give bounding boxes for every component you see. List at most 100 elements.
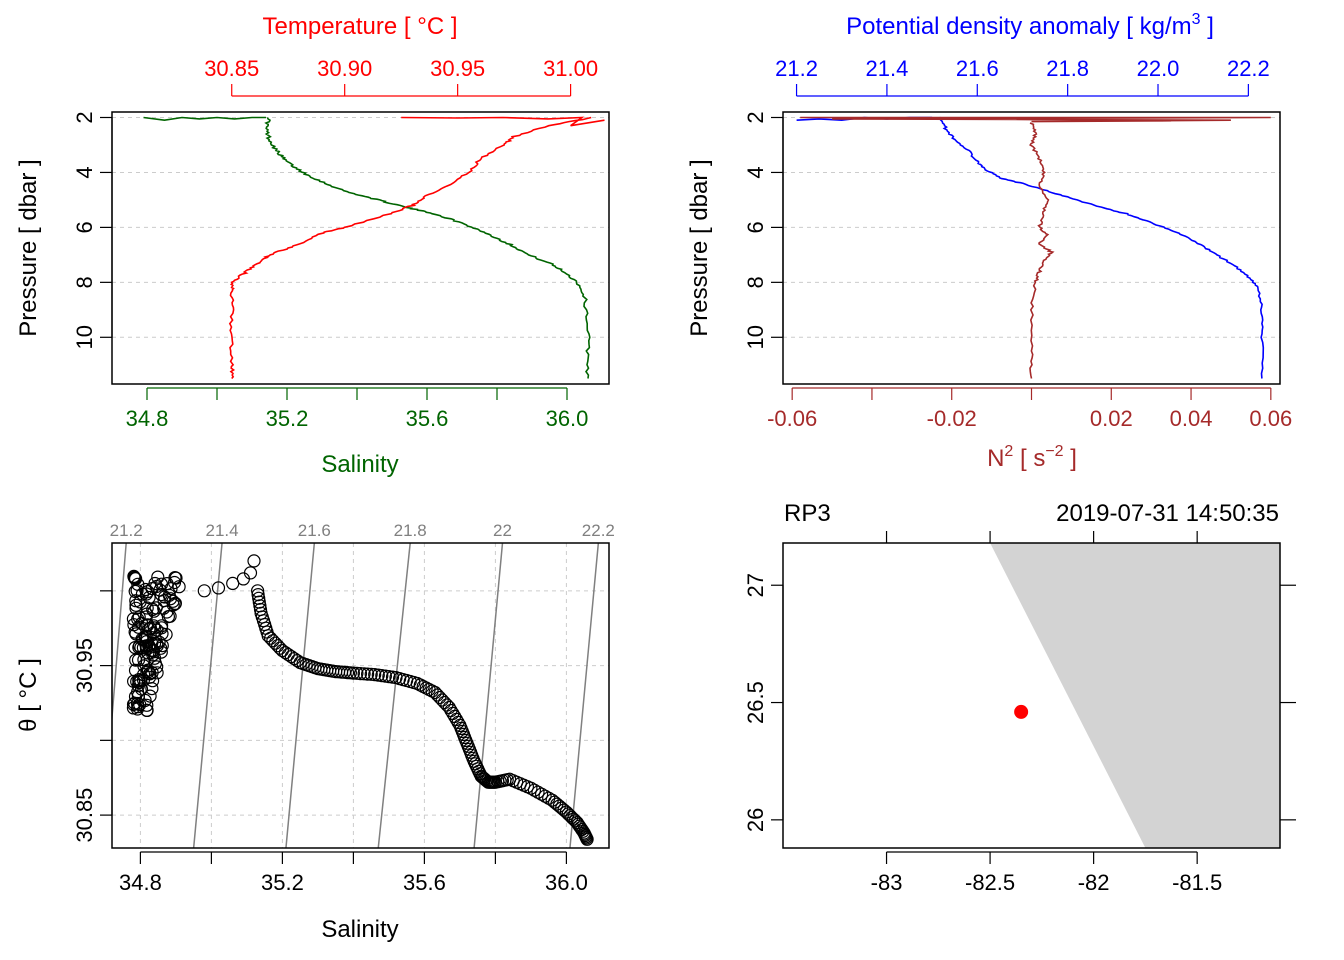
tick-label: -82 (1078, 870, 1110, 895)
panel-ts-profile: 30.85 30.90 30.95 31.00 34.8 35.2 35.6 36.0 2 4… (15, 13, 610, 478)
ts-point (561, 807, 575, 821)
ts-point (428, 685, 442, 700)
tick-label: 2 (743, 111, 768, 123)
profile-series (796, 116, 1271, 379)
density-axis: 21.2 21.4 21.6 21.8 22.0 22.2 (775, 56, 1270, 97)
ts-point (154, 587, 168, 602)
ts-point (268, 636, 282, 650)
ts-point (357, 667, 371, 681)
series-line (264, 117, 591, 379)
isopycnal-line (112, 543, 127, 727)
tick-label: 0.04 (1170, 406, 1213, 431)
ts-point (160, 605, 174, 619)
ts-point (129, 598, 143, 612)
isopycnal-line (569, 543, 600, 848)
ts-point (127, 674, 141, 688)
tick-label: 26 (743, 808, 768, 832)
ts-point (168, 596, 182, 611)
tick-label: 2 (72, 111, 97, 123)
ts-point (416, 679, 430, 694)
ts-point (247, 554, 261, 568)
ts-point (139, 610, 153, 624)
tick-label: 35.6 (406, 406, 449, 431)
tick-label: 30.85 (204, 56, 259, 81)
density-axis-title: Potential density anomaly [ kg/m3 ] (846, 11, 1214, 40)
ts-point (126, 612, 140, 626)
ts-point (261, 629, 275, 643)
grid (112, 543, 609, 848)
ts-point (524, 781, 538, 795)
theta-axis-title: θ [ °C ] (15, 658, 42, 732)
profile-series (143, 116, 605, 380)
tick-label: -0.02 (927, 406, 977, 431)
pressure-axis: 2 4 6 8 10 (743, 111, 784, 350)
pressure-axis-title: Pressure [ dbar ] (15, 159, 42, 336)
ts-point (150, 666, 164, 680)
tick-label: 22.0 (1137, 56, 1180, 81)
tick-label: 30.95 (72, 638, 97, 693)
ts-point (137, 653, 151, 667)
tick-label: -0.06 (767, 406, 817, 431)
ts-point (157, 601, 171, 615)
tick-label: 21.6 (956, 56, 999, 81)
ts-point (132, 610, 146, 624)
tick-label: 0.02 (1090, 406, 1133, 431)
ts-point (534, 787, 549, 801)
tick-label: -82.5 (965, 870, 1015, 895)
tick-label: 4 (72, 166, 97, 178)
ts-point (134, 682, 149, 696)
ts-point (151, 570, 165, 584)
station-name: RP3 (784, 500, 831, 527)
ts-point (139, 587, 154, 601)
series-line (939, 116, 1265, 379)
ts-point (135, 616, 149, 631)
ts-point (290, 653, 304, 668)
ts-point (163, 592, 178, 606)
ts-point (243, 566, 258, 580)
tick-label: 10 (72, 325, 97, 349)
series-line (800, 116, 1271, 123)
tick-label: 6 (72, 221, 97, 233)
ts-point (236, 572, 250, 586)
isopycnal-line (285, 543, 316, 848)
salinity-axis: 34.8 35.2 35.6 36.0 (119, 851, 588, 895)
tick-label: 35.6 (403, 870, 446, 895)
ts-point (158, 590, 172, 604)
isopycnal-line (192, 543, 223, 848)
tick-label: 35.2 (261, 870, 304, 895)
isopycnal-label: 21.4 (206, 521, 239, 540)
ts-point (211, 581, 226, 595)
series-line (228, 116, 592, 380)
ts-point (128, 571, 142, 586)
ts-point (353, 666, 368, 681)
panel-ts-diagram: 21.2 21.4 21.6 21.8 22 22.2 34.8 35.2 35.6 36.0 … (15, 521, 615, 943)
isopycnal-label: 21.6 (298, 521, 331, 540)
ts-point (364, 667, 378, 681)
tick-label: 35.2 (266, 406, 309, 431)
isopycnal-label: 22 (493, 521, 512, 540)
tick-label: 30.85 (72, 788, 97, 843)
ts-point (126, 697, 141, 712)
tick-label: -83 (871, 870, 903, 895)
ts-point (350, 666, 364, 680)
ts-point (128, 696, 142, 710)
series-line (143, 116, 266, 122)
grid (112, 116, 609, 338)
ts-point (128, 625, 142, 639)
temperature-axis-title: Temperature [ °C ] (263, 13, 458, 40)
tick-label: 22.2 (1227, 56, 1270, 81)
tick-label: 30.90 (317, 56, 372, 81)
tick-label: 34.8 (119, 870, 162, 895)
station-marker (1014, 704, 1029, 719)
ts-point (133, 697, 147, 712)
tick-label: 21.8 (1046, 56, 1089, 81)
theta-axis: 30.85 30.95 (72, 590, 113, 843)
tick-label: 36.0 (545, 870, 588, 895)
plot-frame (111, 111, 610, 385)
ts-point (538, 789, 552, 803)
ts-point (527, 783, 542, 797)
ts-point (131, 612, 145, 626)
isopycnal-label: 21.2 (110, 521, 143, 540)
isopycnal-labels: 21.2 21.4 21.6 21.8 22 22.2 (110, 521, 615, 540)
ts-point (172, 580, 186, 594)
